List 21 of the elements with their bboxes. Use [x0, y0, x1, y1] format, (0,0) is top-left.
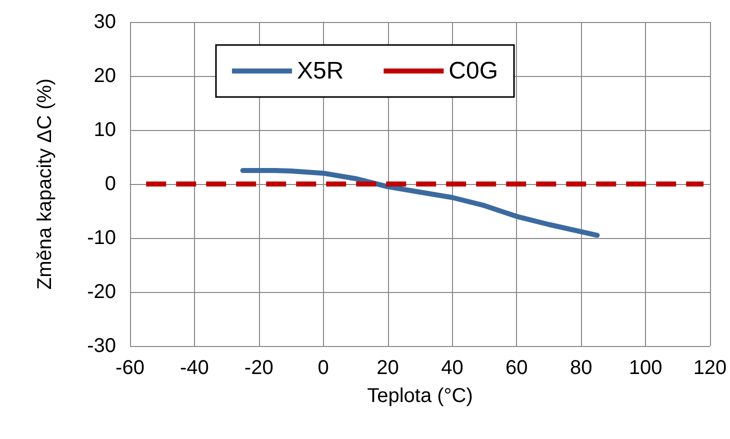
- y-tick-label: 20: [94, 65, 116, 87]
- x-tick-label: 80: [570, 357, 592, 379]
- x-tick-label: -60: [116, 357, 144, 379]
- y-tick-label: 0: [104, 173, 116, 195]
- x-tick-label: 20: [376, 357, 399, 379]
- x-tick-label: 120: [693, 357, 727, 379]
- x-tick-label: 100: [628, 357, 662, 379]
- y-tick-label: -10: [87, 227, 116, 249]
- x-tick-label: 40: [441, 357, 464, 379]
- x-axis-title: Teplota (°C): [367, 385, 473, 407]
- legend-label: X5R: [296, 58, 344, 84]
- y-tick-label: -20: [87, 281, 116, 303]
- y-tick-label: 30: [94, 11, 116, 33]
- x-tick-label: 60: [506, 357, 528, 379]
- y-tick-label: -30: [87, 335, 116, 357]
- legend-label: C0G: [448, 58, 498, 84]
- x-tick-label: -20: [244, 357, 274, 379]
- y-axis-title: Změna kapacity ΔC (%): [34, 78, 56, 290]
- x-tick-label: 0: [318, 357, 329, 379]
- x-tick-label: -40: [180, 357, 209, 379]
- y-tick-label: 10: [94, 119, 116, 141]
